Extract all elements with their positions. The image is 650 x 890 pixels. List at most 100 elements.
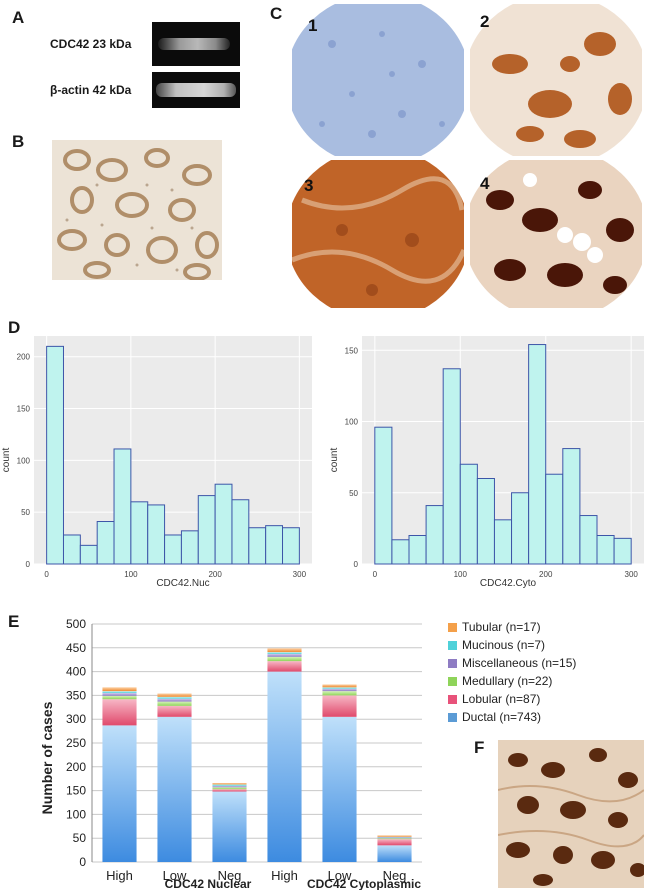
core-number-1: 1	[308, 16, 318, 35]
histogram-bar	[265, 525, 284, 565]
y-tick-labels: 0 50 100 150	[345, 346, 359, 569]
histogram-bar	[545, 473, 564, 565]
legend-label-tubular: Tubular (n=17)	[462, 620, 541, 634]
histogram-bar	[62, 534, 81, 565]
legend-swatch-misc	[448, 658, 457, 668]
y-tick-label: 300	[66, 712, 86, 726]
x-tick-labels: 0 100 200 300	[373, 570, 639, 579]
panel-label-a: A	[12, 8, 25, 27]
histogram-bar	[459, 463, 478, 565]
stacked-segment	[157, 701, 192, 706]
histogram-bar	[231, 499, 250, 565]
tma-core-1: 1	[292, 4, 464, 156]
histogram-bar	[493, 519, 513, 565]
core-number-3: 3	[304, 176, 314, 195]
x-tick-label: 300	[293, 570, 307, 579]
y-tick-label: 100	[345, 418, 359, 427]
stacked-segment	[377, 835, 412, 837]
y-tick-label: 100	[66, 807, 86, 821]
x-tick-label: 0	[44, 570, 49, 579]
y-tick-label: 50	[73, 831, 87, 845]
stacked-segment	[267, 652, 302, 654]
panel-label-d: D	[8, 318, 21, 337]
x-tick-label: Neg	[383, 868, 407, 883]
tissue-texture-b	[52, 140, 222, 280]
blot-label-actin: β-actin 42 kDa	[50, 83, 132, 97]
histogram-bar	[579, 515, 598, 565]
y-tick-label: 350	[66, 688, 86, 702]
stacked-segment	[322, 695, 357, 717]
stacked-segment	[212, 782, 247, 785]
histogram-bars	[374, 344, 632, 565]
y-tick-label: 200	[17, 353, 31, 362]
stacked-segment	[322, 691, 357, 696]
y-tick-label: 0	[79, 855, 86, 869]
stacked-segment	[322, 688, 357, 692]
stacked-segment	[102, 687, 137, 692]
x-axis-label: CDC42.Cyto	[480, 578, 537, 589]
stacked-segment	[377, 837, 412, 839]
legend-label-ductal: Ductal (n=743)	[462, 710, 542, 724]
stacked-segment	[267, 653, 302, 657]
histogram-nuclear: 0 50 100 150 200 0 100 200 300 CDC42.Nuc count	[1, 336, 312, 589]
legend-swatch-medullary	[448, 676, 457, 686]
y-tick-label: 0	[354, 560, 359, 569]
y-tick-label: 50	[21, 508, 30, 517]
panel-label-c: C	[270, 4, 283, 23]
stacked-segment	[322, 716, 357, 862]
legend-swatch-tubular	[448, 622, 457, 632]
y-tick-label: 500	[66, 617, 86, 631]
stacked-segment	[212, 785, 247, 788]
histogram-bar	[425, 505, 444, 565]
core-number-2: 2	[480, 12, 490, 31]
stacked-segment	[212, 789, 247, 792]
stacked-segment	[102, 699, 137, 726]
legend-item-lobular: Lobular (n=87)	[448, 692, 540, 706]
stacked-segment	[157, 705, 192, 717]
legend-item-tubular: Tubular (n=17)	[448, 620, 541, 634]
blot-label-cdc42: CDC42 23 kDa	[50, 37, 132, 51]
x-tick-labels: 0 100 200 300	[44, 570, 306, 579]
histogram-bar	[408, 535, 427, 565]
legend-swatch-lobular	[448, 694, 457, 704]
group-label-cytoplasmic: CDC42 Cytoplasmic	[307, 877, 421, 890]
y-tick-label: 150	[66, 784, 86, 798]
core-number-4: 4	[480, 174, 490, 193]
stacked-bars	[102, 648, 412, 862]
histogram-bar	[613, 537, 632, 565]
blot-band-actin	[156, 83, 236, 97]
y-tick-labels: 0 50 100 150 200	[17, 353, 31, 569]
blot-band-cdc42	[158, 38, 230, 50]
histogram-bar	[164, 534, 182, 565]
blot-strip-cdc42	[152, 22, 240, 66]
stacked-segment	[102, 695, 137, 700]
blot-strip-actin	[152, 72, 240, 108]
x-tick-label: Low	[328, 868, 352, 883]
y-tick-label: 0	[26, 560, 31, 569]
legend-swatch-mucinous	[448, 640, 457, 650]
group-label-nuclear: CDC42 Nuclear	[165, 877, 252, 890]
x-tick-label: High	[106, 868, 133, 883]
histogram-bar	[511, 492, 530, 565]
gridlines	[91, 623, 422, 863]
x-tick-label: 100	[124, 570, 138, 579]
x-tick-label: 100	[454, 570, 468, 579]
y-tick-labels: 0 50 100 150 200 250 300 350 400 450 500	[66, 617, 86, 869]
y-tick-label: 50	[349, 489, 358, 498]
stacked-segment	[212, 791, 247, 862]
x-tick-labels: High Low Neg High Low Neg	[106, 868, 406, 883]
tissue-image-b	[52, 140, 222, 280]
histogram-bar	[391, 539, 410, 565]
stacked-segment	[377, 838, 412, 840]
histogram-bar	[248, 527, 267, 565]
x-tick-label: Neg	[218, 868, 242, 883]
legend-label-medullary: Medullary (n=22)	[462, 674, 553, 688]
histogram-bar	[147, 504, 166, 565]
legend-item-ductal: Ductal (n=743)	[448, 710, 541, 724]
x-tick-label: Low	[163, 868, 187, 883]
legend-label-misc: Miscellaneous (n=15)	[462, 656, 577, 670]
x-tick-label: 200	[208, 570, 222, 579]
histogram-bar	[596, 535, 615, 565]
histogram-cytoplasmic: 0 50 100 150 0 100 200 300 CDC42.Cyto count	[329, 336, 644, 589]
stacked-segment	[267, 671, 302, 862]
